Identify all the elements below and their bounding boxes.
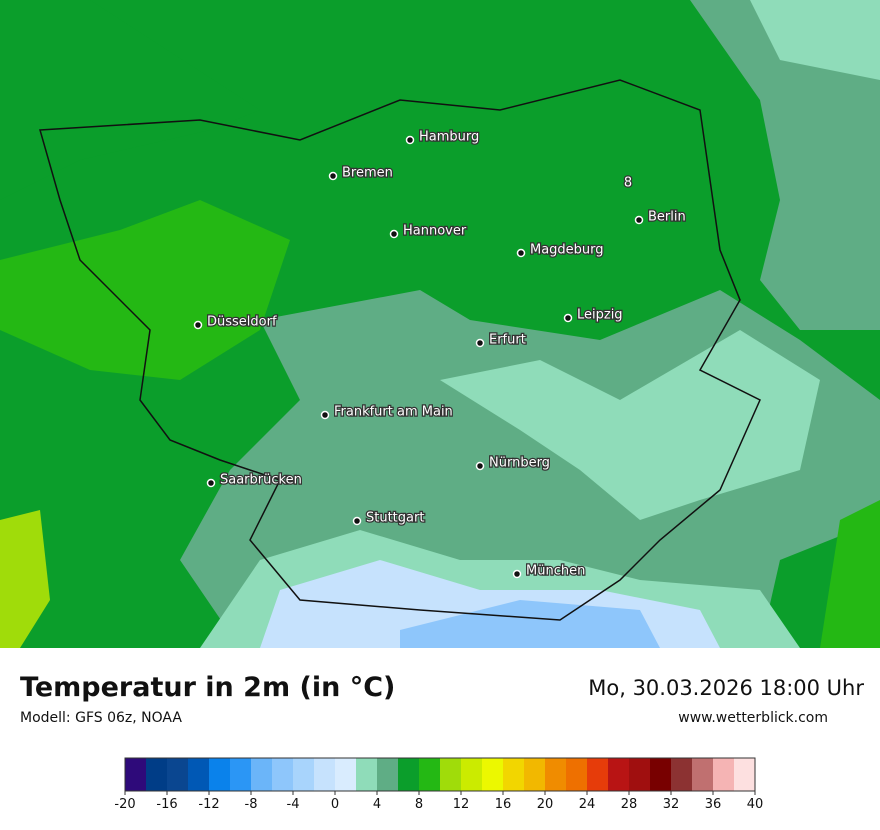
city-label: Erfurt — [489, 333, 526, 348]
region — [750, 0, 880, 80]
region — [690, 0, 880, 330]
colorbar-swatch — [461, 758, 483, 791]
colorbar-swatch — [209, 758, 231, 791]
city-label: Stuttgart — [366, 511, 424, 526]
city-label: Nürnberg — [489, 456, 550, 471]
region — [0, 510, 50, 648]
colorbar-swatch — [398, 758, 420, 791]
colorbar-swatch — [230, 758, 252, 791]
map: 8 Hamburg Bremen Berlin Hannover Magdeburg Dü… — [0, 0, 880, 648]
city-dot — [516, 248, 526, 258]
city-label: Bremen — [342, 166, 393, 181]
border — [39, 79, 761, 621]
city-label: Berlin — [648, 210, 686, 225]
city-label: Saarbrücken — [220, 473, 302, 488]
colorbar-swatch — [650, 758, 672, 791]
colorbar-tick-label: 36 — [705, 797, 722, 812]
colorbar-tick-label: 28 — [621, 797, 638, 812]
footer: Temperatur in 2m (in °C) Modell: GFS 06z… — [0, 648, 880, 830]
city-label: Frankfurt am Main — [334, 405, 453, 420]
region — [820, 500, 880, 648]
colorbar-swatch — [188, 758, 210, 791]
colorbar-swatch — [524, 758, 546, 791]
colorbar-swatch — [671, 758, 693, 791]
colorbar-tick-label: 0 — [331, 797, 339, 812]
region — [0, 0, 260, 200]
colorbar-tick-label: 12 — [453, 797, 470, 812]
colorbar-swatch — [335, 758, 357, 791]
model: Modell: GFS 06z, NOAA — [20, 710, 182, 726]
colorbar-swatch — [125, 758, 147, 791]
colorbar-tick-label: -20 — [114, 797, 135, 812]
city-dot — [512, 569, 522, 579]
colorbar-swatch — [734, 758, 756, 791]
colorbar-swatch — [713, 758, 735, 791]
city-dot — [352, 516, 362, 526]
city-layer: Hamburg Bremen Berlin Hannover Magdeburg Düss… — [193, 128, 687, 580]
colorbar-tick-label: 40 — [747, 797, 764, 812]
colorbar-swatch — [440, 758, 462, 791]
city-label: Magdeburg — [530, 243, 604, 258]
colorbar-tick-label: -12 — [198, 797, 219, 812]
datetime: Mo, 30.03.2026 18:00 Uhr — [588, 676, 864, 700]
colorbar: -20 -16 -12 -8 -4 0 4 8 12 16 20 24 28 32 36 40 — [114, 757, 764, 812]
title: Temperatur in 2m (in °C) — [20, 672, 396, 703]
colorbar-swatch — [692, 758, 714, 791]
city-dot — [328, 171, 338, 181]
colorbar-tick-label: 4 — [373, 797, 381, 812]
colorbar-swatch — [608, 758, 630, 791]
city-dot — [563, 313, 573, 323]
colorbar-tick-label: 8 — [415, 797, 423, 812]
colorbar-swatch — [356, 758, 378, 791]
city-label: München — [526, 564, 585, 579]
map-label: 8 — [624, 176, 632, 191]
colorbar-swatch — [146, 758, 168, 791]
city-label: Hamburg — [419, 130, 479, 145]
city-dot — [206, 478, 216, 488]
city-dot — [634, 215, 644, 225]
city-dot — [320, 410, 330, 420]
colorbar-tick-label: -16 — [156, 797, 177, 812]
website: www.wetterblick.com — [678, 710, 828, 726]
colorbar-swatch — [251, 758, 273, 791]
colorbar-swatch — [272, 758, 294, 791]
colorbar-tick-label: 24 — [579, 797, 596, 812]
region — [0, 200, 290, 380]
city-dot — [405, 135, 415, 145]
city-label: Düsseldorf — [207, 315, 277, 330]
colorbar-swatch — [566, 758, 588, 791]
colorbar-swatch — [482, 758, 504, 791]
colorbar-swatch — [314, 758, 336, 791]
colorbar-swatch — [167, 758, 189, 791]
colorbar-swatch — [503, 758, 525, 791]
region — [440, 330, 820, 520]
colorbar-swatch — [293, 758, 315, 791]
region — [400, 600, 660, 648]
colorbar-tick-label: 32 — [663, 797, 680, 812]
city-label: Leipzig — [577, 308, 623, 323]
city-label: Hannover — [403, 224, 467, 239]
colorbar-swatch — [587, 758, 609, 791]
city-dot — [389, 229, 399, 239]
colorbar-swatch — [545, 758, 567, 791]
colorbar-swatch — [419, 758, 441, 791]
colorbar-swatch — [377, 758, 399, 791]
colorbar-swatch — [629, 758, 651, 791]
city-dot — [475, 461, 485, 471]
city-dot — [193, 320, 203, 330]
colorbar-frame — [124, 757, 756, 792]
colorbar-tick-label: 16 — [495, 797, 512, 812]
city-dot — [475, 338, 485, 348]
colorbar-tick-label: 20 — [537, 797, 554, 812]
colorbar-tick-label: -4 — [287, 797, 300, 812]
colorbar-tick-label: -8 — [245, 797, 258, 812]
